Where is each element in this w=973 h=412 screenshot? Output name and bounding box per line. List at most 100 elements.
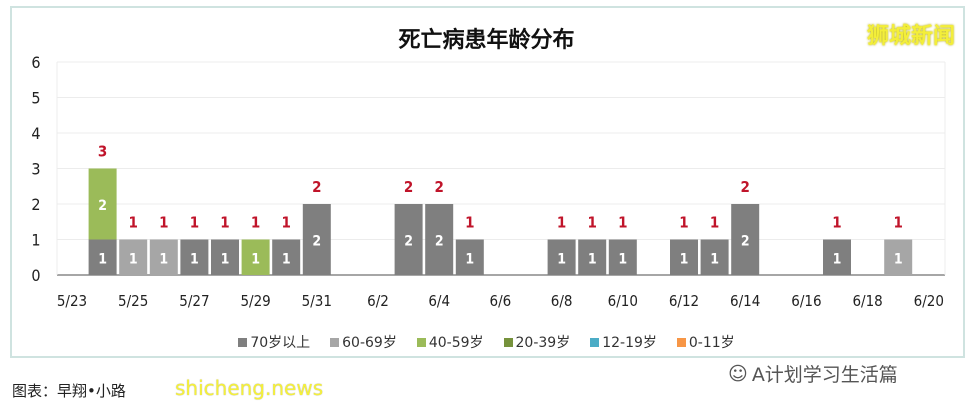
x-tick-label: 5/29 <box>240 292 270 310</box>
bar-segment <box>88 168 117 240</box>
total-label: 2 <box>404 178 413 196</box>
segment-label: 1 <box>190 251 199 267</box>
legend-label: 70岁以上 <box>250 335 311 351</box>
account-name: A计划学习生活篇 <box>751 364 898 386</box>
chart-frame <box>10 6 965 358</box>
legend-label: 12-19岁 <box>602 335 657 351</box>
total-label: 2 <box>741 178 750 196</box>
bar-segment <box>180 239 209 275</box>
watermark-top-right: 狮城新闻 <box>866 24 955 49</box>
total-label: 1 <box>129 214 138 232</box>
legend-label: 60-69岁 <box>342 335 397 351</box>
wechat-icon: ☺ <box>728 362 748 385</box>
bar-segment <box>700 239 729 275</box>
bar-segment <box>608 239 637 275</box>
segment-label: 1 <box>221 251 230 267</box>
x-tick-label: 6/2 <box>367 292 389 310</box>
x-tick-label: 5/25 <box>118 292 148 310</box>
legend-item: 20-39岁 <box>503 332 571 352</box>
y-tick-label: 1 <box>31 231 40 250</box>
x-tick-label: 5/27 <box>179 292 209 310</box>
segment-label: 1 <box>282 251 291 267</box>
bar-segment <box>884 239 913 275</box>
chart-title: 死亡病患年龄分布 <box>398 28 575 53</box>
total-label: 1 <box>251 214 260 232</box>
total-label: 3 <box>98 143 107 161</box>
legend-swatch <box>503 337 513 347</box>
bar-segment <box>302 204 331 275</box>
watermark-bottom-left: shicheng.news <box>175 376 324 400</box>
total-label: 1 <box>894 214 903 232</box>
total-label: 1 <box>679 214 688 232</box>
legend: 70岁以上 60-69岁 40-59岁 20-39岁 12-19岁 0-11岁 <box>0 332 973 352</box>
bar-segment <box>823 239 851 275</box>
y-tick-label: 4 <box>31 124 40 143</box>
x-tick-label: 6/16 <box>791 292 821 310</box>
total-label: 1 <box>710 214 719 232</box>
segment-label: 2 <box>404 234 413 250</box>
legend-swatch <box>416 337 426 347</box>
total-label: 1 <box>588 214 597 232</box>
segment-label: 1 <box>159 251 168 267</box>
segment-label: 2 <box>741 234 750 250</box>
x-tick-label: 5/31 <box>302 292 332 310</box>
segment-label: 1 <box>129 251 138 267</box>
x-tick-label: 5/23 <box>57 292 87 310</box>
total-label: 1 <box>282 214 291 232</box>
total-label: 1 <box>190 214 199 232</box>
y-tick-label: 2 <box>31 195 40 214</box>
segment-label: 1 <box>251 251 260 267</box>
legend-label: 0-11岁 <box>688 335 735 351</box>
bar-segment <box>272 239 301 275</box>
segment-label: 1 <box>588 251 597 267</box>
segment-label: 1 <box>710 251 719 267</box>
segment-label: 1 <box>98 251 107 267</box>
total-label: 1 <box>465 214 474 232</box>
legend-item: 0-11岁 <box>676 332 735 352</box>
legend-item: 60-69岁 <box>330 332 397 352</box>
x-tick-label: 6/12 <box>669 292 699 310</box>
segment-label: 2 <box>98 198 107 214</box>
segment-label: 1 <box>894 251 903 267</box>
bar-segment <box>670 239 698 275</box>
total-label: 1 <box>557 214 566 232</box>
legend-swatch <box>238 337 248 347</box>
y-tick-label: 5 <box>31 89 40 108</box>
legend-label: 20-39岁 <box>515 335 571 351</box>
legend-item: 40-59岁 <box>416 332 484 352</box>
x-tick-label: 6/10 <box>608 292 638 310</box>
segment-label: 2 <box>312 234 321 250</box>
legend-item: 12-19岁 <box>590 332 657 352</box>
bar-segment <box>241 239 270 275</box>
bar-segment <box>88 239 117 275</box>
x-tick-label: 6/8 <box>551 292 573 310</box>
total-label: 1 <box>220 214 229 232</box>
x-tick-label: 6/14 <box>730 292 760 310</box>
bar-segment <box>731 204 760 275</box>
segment-label: 2 <box>435 234 444 250</box>
bar-segment <box>149 239 178 275</box>
legend-swatch <box>676 337 686 347</box>
x-tick-label: 6/20 <box>914 292 944 310</box>
bar-segment <box>547 239 576 275</box>
legend-item: 70岁以上 <box>238 332 310 352</box>
segment-label: 1 <box>680 251 689 267</box>
bar-segment <box>578 239 607 275</box>
legend-label: 40-59岁 <box>428 335 484 351</box>
legend-swatch <box>590 337 600 347</box>
bar-segment <box>211 239 239 275</box>
x-tick-label: 6/6 <box>490 292 512 310</box>
legend-swatch <box>330 337 340 347</box>
total-label: 2 <box>312 178 321 196</box>
segment-label: 1 <box>618 251 627 267</box>
account-watermark: ☺ A计划学习生活篇 <box>728 360 898 387</box>
y-tick-label: 3 <box>31 160 40 179</box>
total-label: 2 <box>435 178 444 196</box>
chart-credit: 图表：早翔•小路 <box>12 382 126 400</box>
segment-label: 1 <box>465 251 474 267</box>
total-label: 1 <box>159 214 168 232</box>
x-tick-label: 6/4 <box>428 292 450 310</box>
x-tick-label: 6/18 <box>852 292 882 310</box>
bar-segment <box>394 204 423 275</box>
